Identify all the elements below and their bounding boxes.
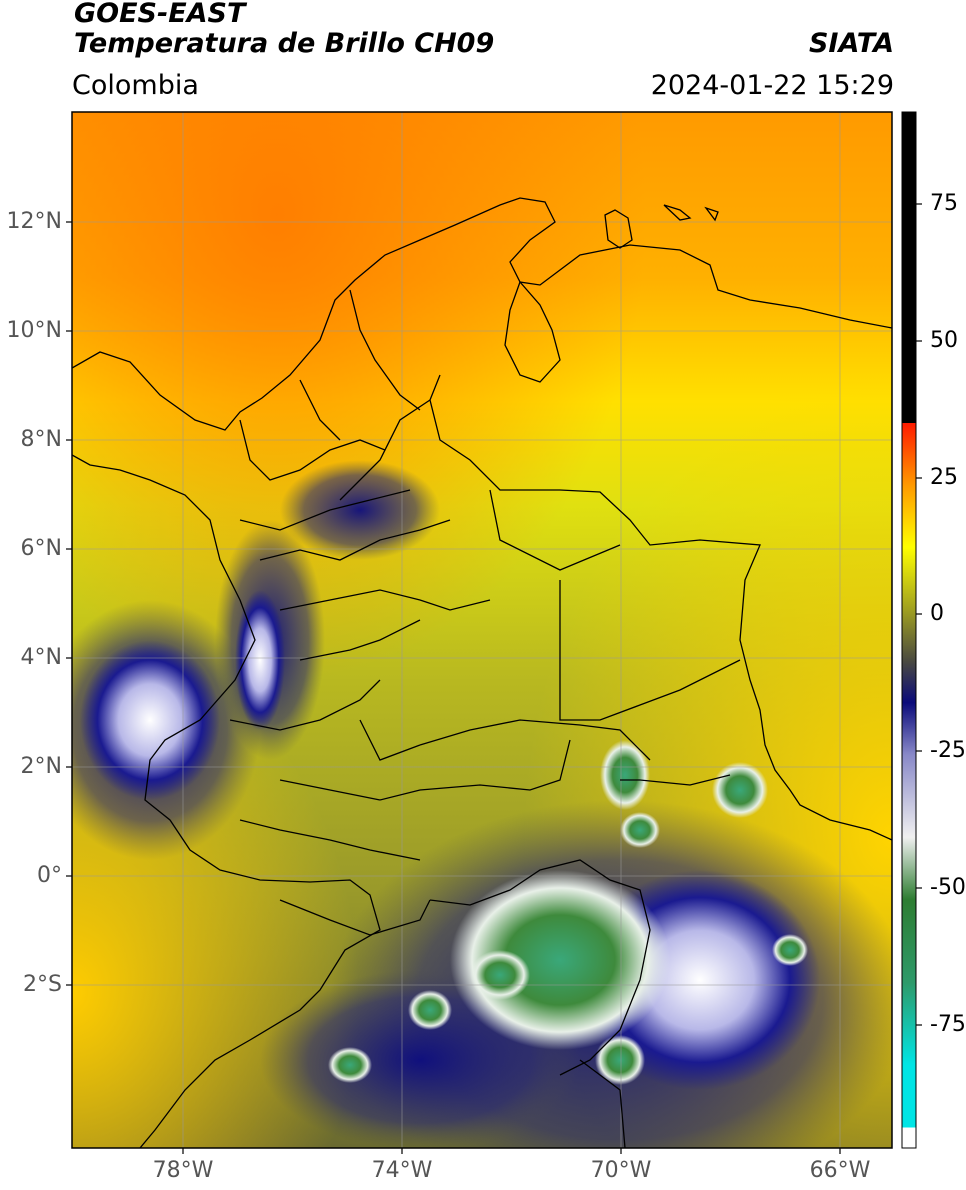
colorbar-label: -50 <box>930 875 966 900</box>
colorbar-label: 0 <box>930 601 944 626</box>
lat-label: 12°N <box>6 209 62 234</box>
colorbar-ticks <box>916 203 922 1026</box>
colorbar-label: 50 <box>930 328 958 353</box>
graticule <box>72 112 892 1148</box>
lat-label: 6°N <box>20 536 62 561</box>
convective-clouds <box>72 460 892 1148</box>
boundaries <box>72 197 892 1148</box>
colorbar-label: 25 <box>930 465 958 490</box>
timestamp-label: 2024-01-22 15:29 <box>650 70 894 101</box>
lat-label: 10°N <box>6 318 62 343</box>
lon-label: 78°W <box>152 1158 214 1183</box>
colorbar-label: -25 <box>930 738 966 763</box>
lat-label: 4°N <box>20 645 62 670</box>
product-title: Temperatura de Brillo CH09 <box>74 28 495 59</box>
lat-label: 2°S <box>23 972 62 997</box>
axis-ticks <box>66 221 841 1154</box>
colorbar-label: 75 <box>930 191 958 216</box>
lat-label: 8°N <box>20 427 62 452</box>
lon-label: 70°W <box>590 1158 652 1183</box>
colorbar <box>901 111 917 1149</box>
map-frame <box>71 111 893 1149</box>
lat-label: 2°N <box>20 754 62 779</box>
lat-label: 0° <box>37 863 62 888</box>
region-label: Colombia <box>72 70 199 101</box>
lon-label: 66°W <box>809 1158 871 1183</box>
lon-label: 74°W <box>371 1158 433 1183</box>
organization-label: SIATA <box>808 28 894 59</box>
colorbar-label: -75 <box>930 1012 966 1037</box>
satellite-title: GOES-EAST <box>74 0 246 29</box>
